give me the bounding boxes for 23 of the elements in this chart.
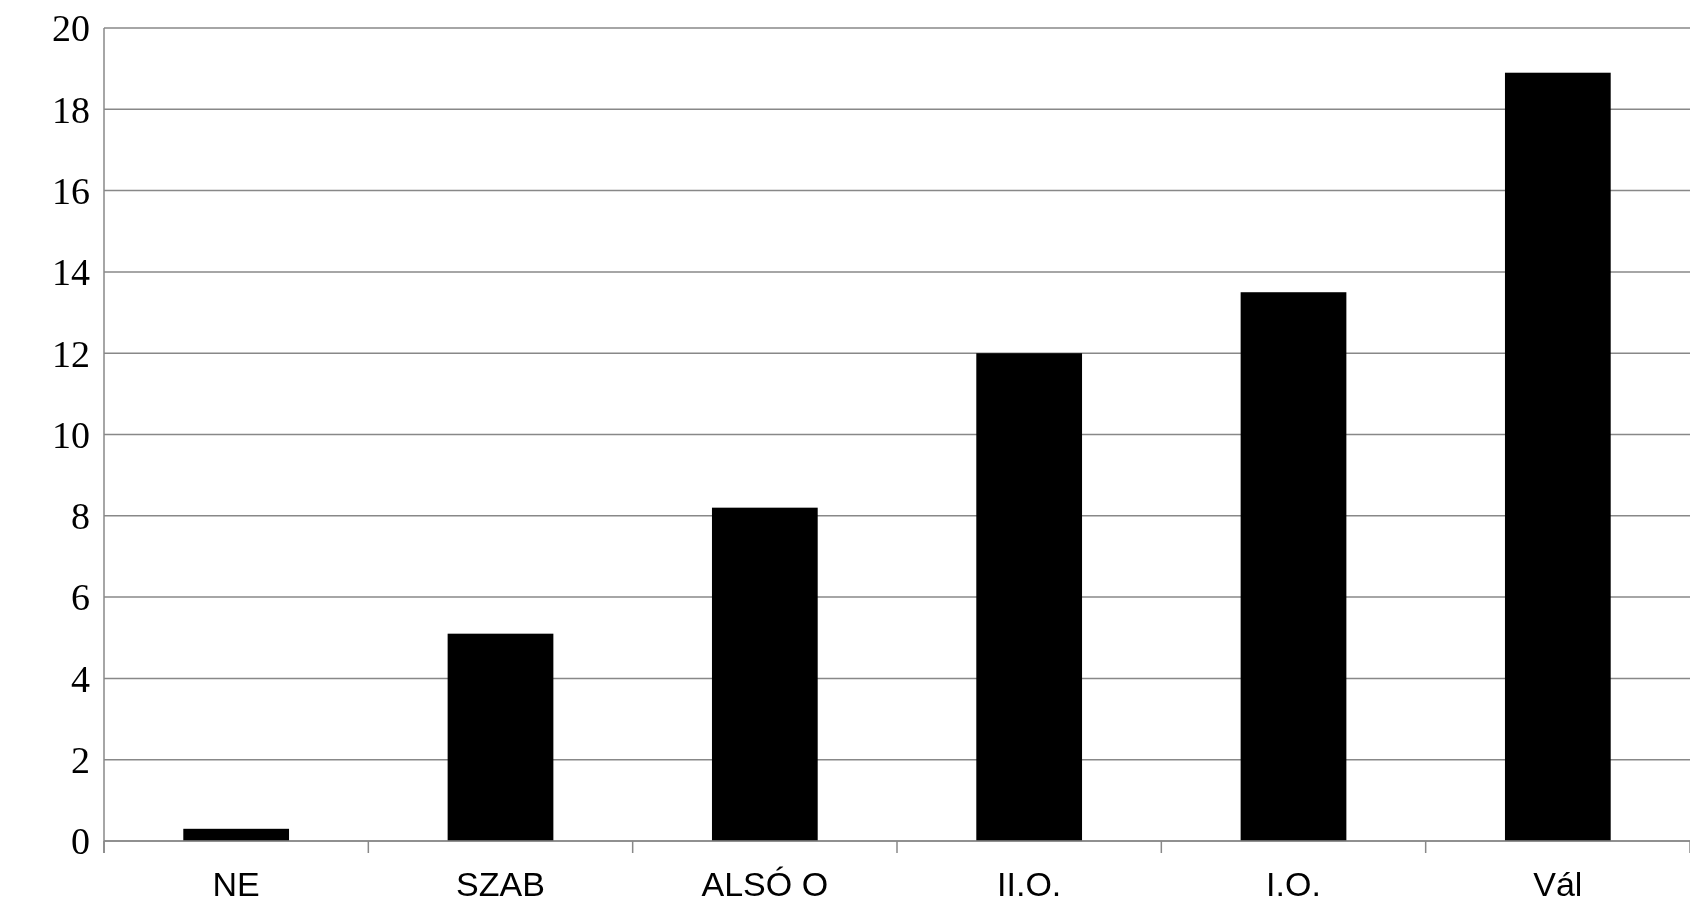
bar [183,828,290,841]
y-tick-label: 18 [52,88,90,131]
x-tick-label: NE [212,865,260,903]
y-tick-label: 14 [52,251,90,294]
y-tick-label: 10 [52,413,90,456]
bar [447,633,554,841]
y-tick-label: 0 [71,820,90,863]
bar [976,353,1083,841]
x-tick-label: Vál [1533,865,1583,903]
x-tick-label: II.O. [997,865,1062,903]
bar [711,507,818,841]
y-tick-label: 8 [71,495,90,538]
y-tick-label: 4 [71,657,90,700]
bar [1240,292,1347,841]
y-tick-label: 20 [52,7,90,50]
y-tick-label: 6 [71,576,90,619]
x-tick-label: SZAB [456,865,545,903]
y-tick-label: 2 [71,739,90,781]
y-tick-label: 16 [52,169,90,212]
bar [1504,72,1611,841]
y-tick-label: 12 [52,332,90,375]
x-tick-label: ALSÓ O [701,865,829,903]
x-tick-label: I.O. [1266,865,1321,903]
